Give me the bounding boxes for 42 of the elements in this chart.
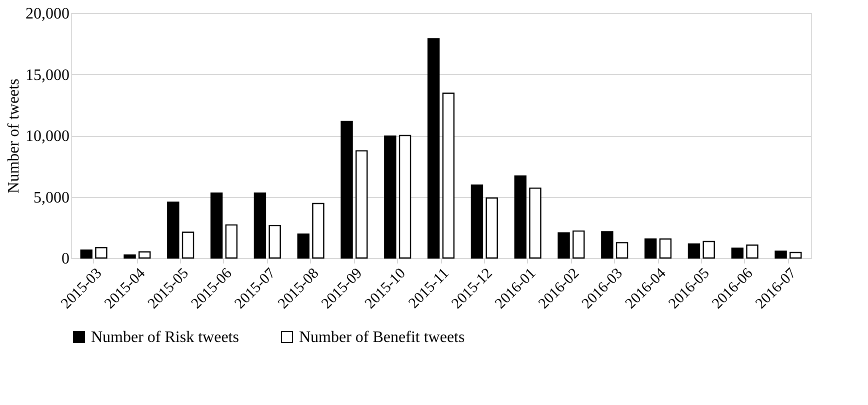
bar [225, 224, 238, 259]
bar [427, 38, 440, 259]
y-tick-label: 0 [62, 250, 70, 268]
bar [790, 252, 802, 259]
bar [340, 120, 353, 259]
bar [124, 254, 136, 259]
bar [268, 224, 281, 259]
bar [601, 231, 614, 259]
bar [398, 134, 412, 259]
bar [572, 230, 585, 259]
bar [167, 202, 180, 259]
bar [470, 184, 484, 259]
bar [774, 250, 787, 259]
bar [384, 136, 396, 259]
bar [210, 192, 223, 259]
bar [486, 197, 498, 259]
bar [731, 248, 744, 259]
legend-label: Number of Benefit tweets [299, 329, 465, 346]
y-tick-label: 5,000 [34, 189, 70, 206]
bar [297, 234, 310, 259]
bar [514, 175, 526, 259]
legend-label: Number of Risk tweets [91, 329, 239, 346]
bar [312, 202, 324, 259]
bar [702, 240, 715, 259]
bar [182, 232, 194, 259]
bar [616, 242, 628, 259]
bar [529, 188, 542, 259]
bar [95, 246, 108, 259]
bar [746, 244, 758, 259]
bar [442, 92, 455, 259]
bar [688, 243, 700, 259]
y-tick-label: 20,000 [26, 6, 70, 22]
bar [356, 150, 368, 259]
bar [254, 192, 266, 259]
y-tick-label: 10,000 [26, 128, 70, 145]
y-axis-title: Number of tweets [6, 78, 22, 194]
bar [558, 232, 570, 259]
bar [659, 238, 672, 259]
bar [80, 249, 92, 259]
y-tick-label: 15,000 [26, 66, 70, 84]
bar [138, 251, 151, 259]
bar [644, 238, 657, 259]
